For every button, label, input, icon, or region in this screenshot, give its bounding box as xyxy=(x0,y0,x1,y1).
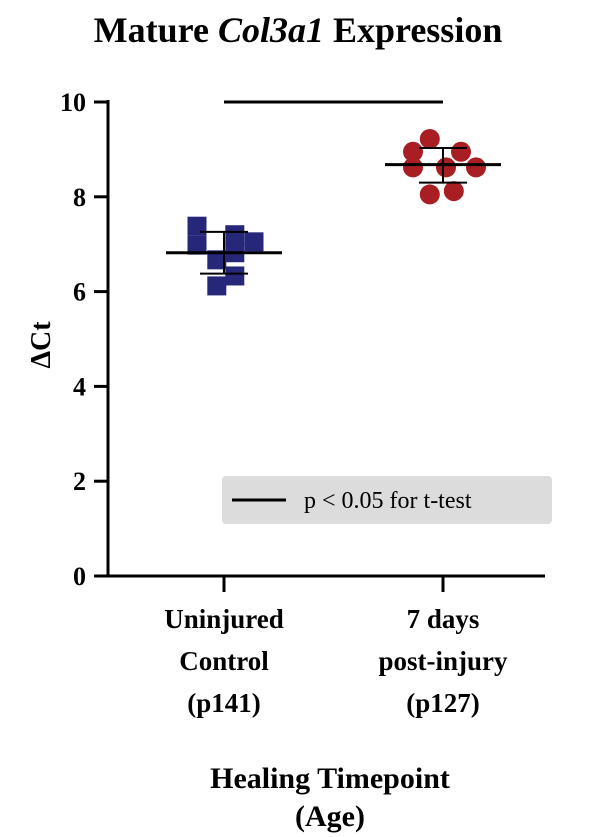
data-point-square xyxy=(225,266,245,286)
category-label-line: (p141) xyxy=(187,688,261,718)
data-points xyxy=(187,128,486,296)
data-point-square xyxy=(207,250,227,270)
title-suffix: Expression xyxy=(324,10,502,50)
y-tick-label: 6 xyxy=(73,278,86,307)
data-point-circle xyxy=(403,141,423,162)
category-label-line: (p127) xyxy=(406,688,480,718)
data-point-circle xyxy=(451,141,471,162)
x-axis-label-line1: Healing Timepoint xyxy=(210,762,450,795)
chart-title: Mature Col3a1 Expression xyxy=(94,10,503,50)
category-label-line: post-injury xyxy=(378,646,508,676)
legend: p < 0.05 for t-test xyxy=(222,476,552,524)
category-label-line: 7 days xyxy=(407,604,480,634)
data-point-circle xyxy=(466,157,486,178)
data-point-circle xyxy=(436,157,456,178)
data-point-circle xyxy=(403,157,423,178)
title-gene: Col3a1 xyxy=(218,10,324,50)
y-ticks: 0 2 4 6 8 10 xyxy=(60,88,108,591)
error-bars xyxy=(166,146,501,275)
y-tick-label: 4 xyxy=(73,372,86,401)
data-point-square xyxy=(207,276,227,296)
data-point-circle xyxy=(443,181,464,202)
category-labels: Uninjured Control (p141) 7 days post-injury (… xyxy=(164,604,508,718)
data-point-circle xyxy=(419,184,440,205)
y-axis-label: ΔCt xyxy=(26,321,57,369)
x-axis-label-line2: (Age) xyxy=(295,800,365,833)
y-tick-label: 2 xyxy=(73,467,86,496)
category-label-line: Control xyxy=(179,646,269,676)
y-tick-label: 10 xyxy=(60,88,86,117)
data-point-square xyxy=(244,232,264,252)
x-ticks xyxy=(222,576,445,592)
data-point-square xyxy=(187,235,207,255)
legend-label: p < 0.05 for t-test xyxy=(304,488,472,514)
data-point-square xyxy=(225,225,245,245)
y-tick-label: 0 xyxy=(73,562,86,591)
category-label-line: Uninjured xyxy=(164,604,284,634)
data-point-circle xyxy=(419,128,440,149)
y-tick-label: 8 xyxy=(73,183,86,212)
legend-box xyxy=(222,476,552,524)
title-prefix: Mature xyxy=(94,10,218,50)
